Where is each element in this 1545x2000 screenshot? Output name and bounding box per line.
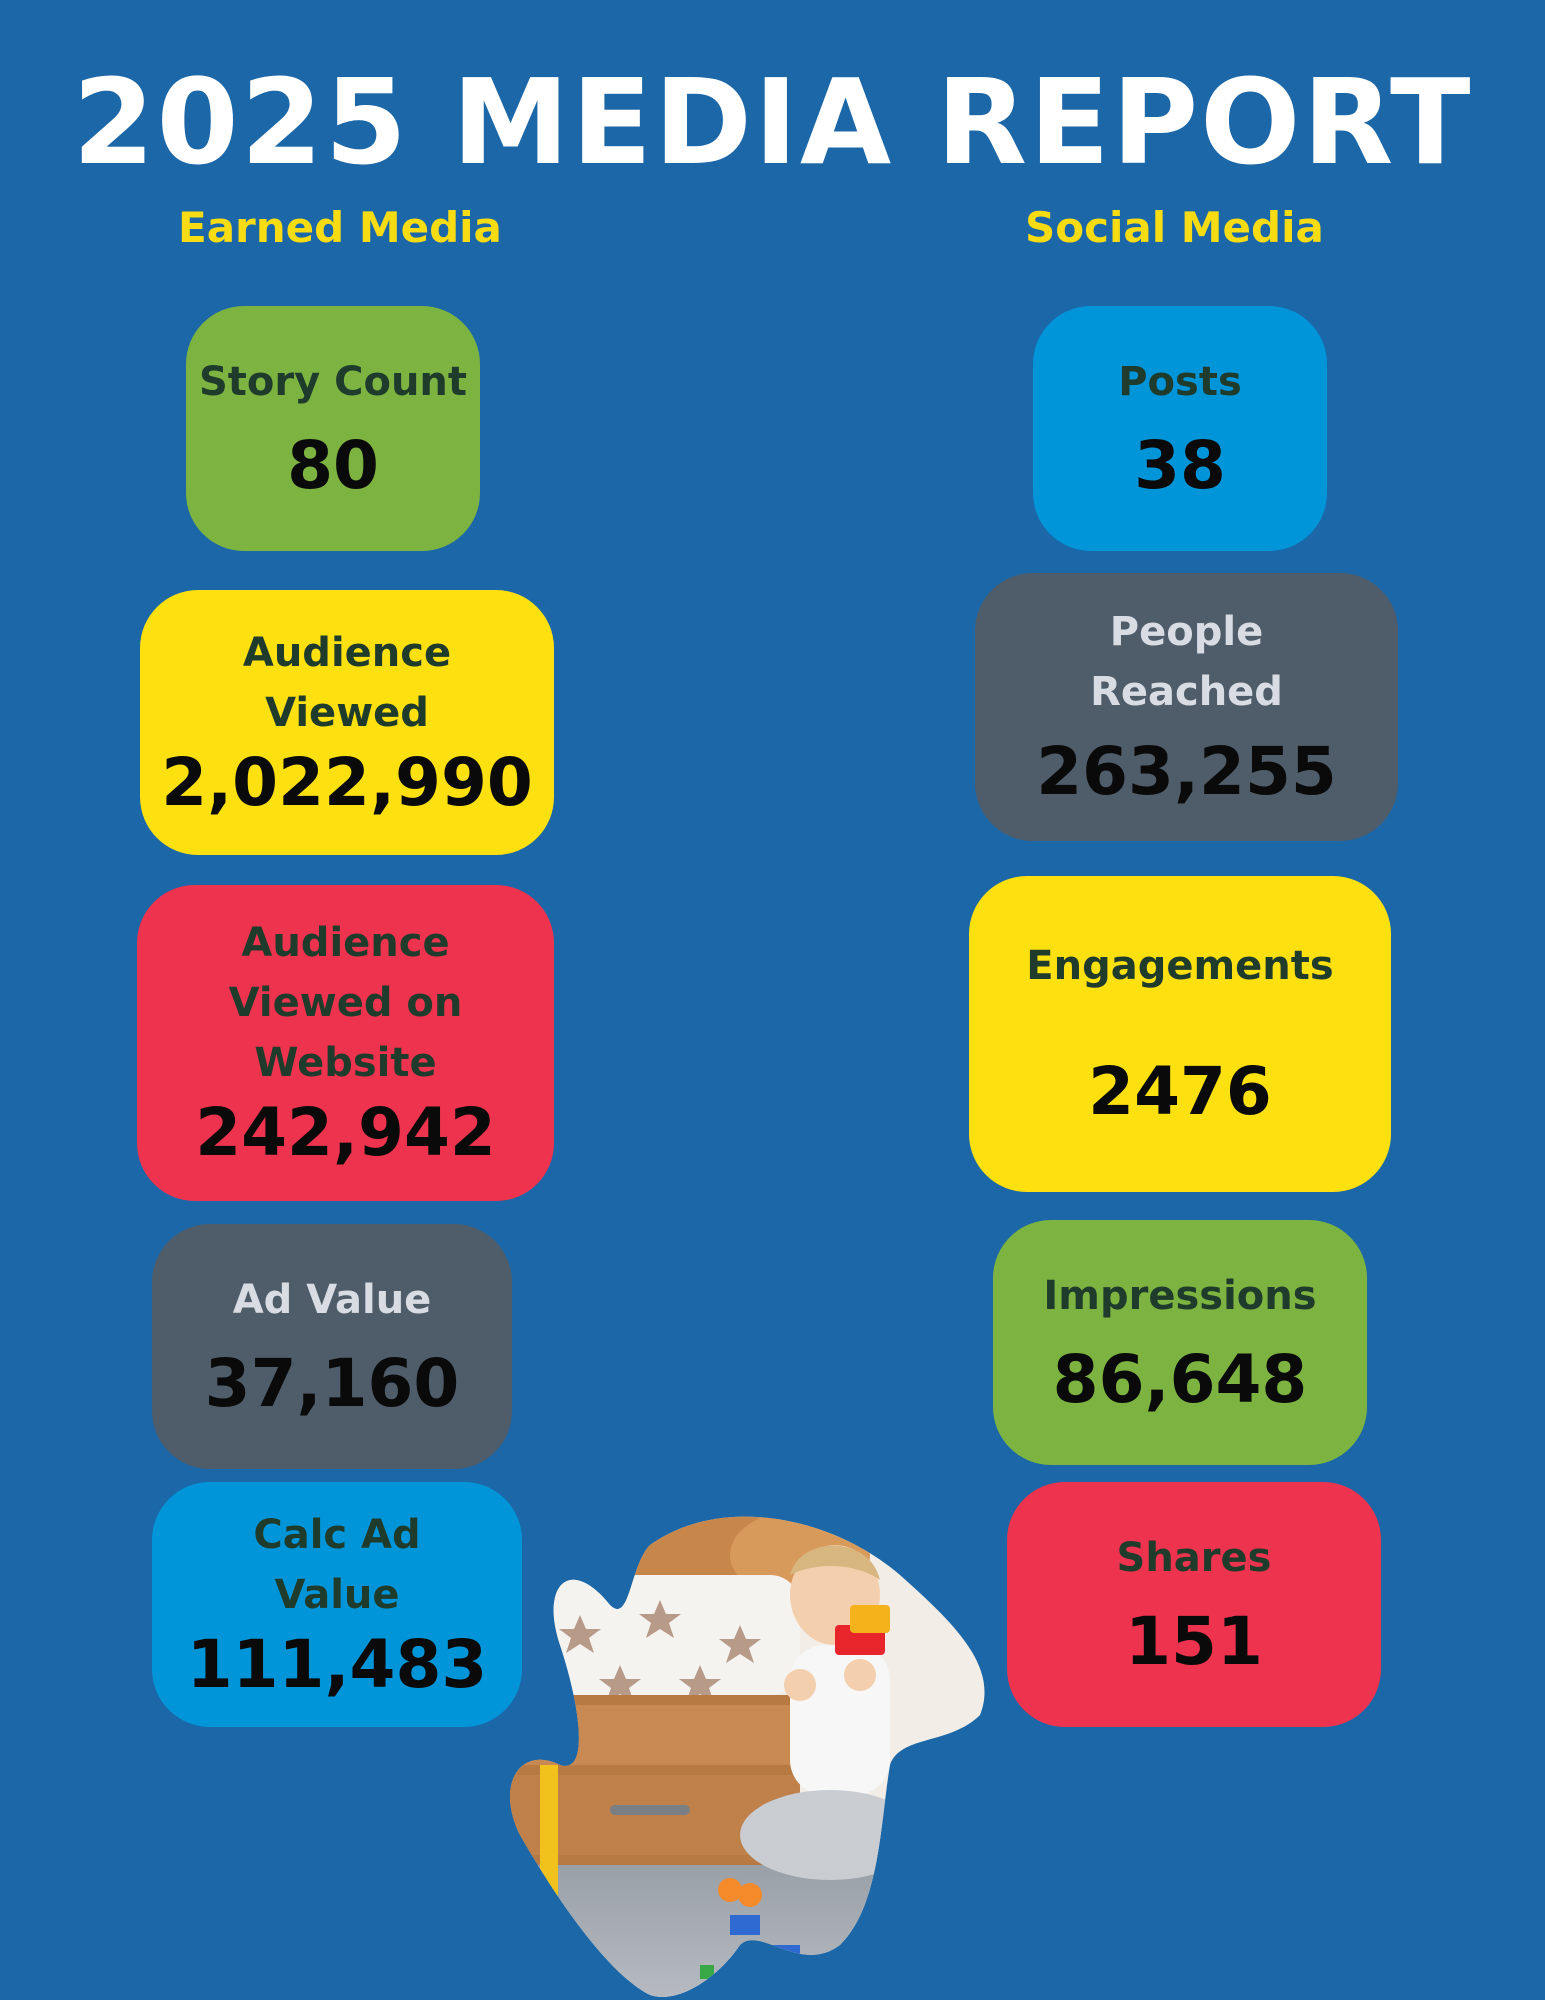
ad-value-card: Ad Value 37,160 [152,1224,512,1469]
story-count-value: 80 [287,426,379,504]
shares-label: Shares [1116,1534,1272,1581]
social-media-heading: Social Media [1025,203,1324,252]
ad-value-label: Ad Value [232,1276,432,1323]
shares-card: Shares 151 [1007,1482,1381,1727]
audience-website-card: Audience Viewed on Website 242,942 [137,885,554,1201]
posts-value: 38 [1134,426,1226,504]
people-reached-label-2: Reached [1090,669,1283,715]
posts-label: Posts [1118,358,1242,405]
child-playing-photo [509,1516,985,1997]
posts-card: Posts 38 [1033,306,1327,551]
calc-ad-value-label-1: Calc Ad [253,1511,421,1558]
audience-viewed-value: 2,022,990 [161,743,533,821]
audience-viewed-label-1: Audience [242,629,452,676]
audience-website-label-3: Website [254,1040,437,1086]
story-count-label: Story Count [198,358,468,405]
page-title: 2025 MEDIA REPORT [72,53,1473,191]
audience-website-label-1: Audience [241,920,450,966]
engagements-card: Engagements 2476 [969,876,1391,1192]
audience-website-label-2: Viewed on [228,980,463,1026]
shares-value: 151 [1125,1602,1263,1680]
calc-ad-value-label-2: Value [274,1571,400,1618]
engagements-label: Engagements [1026,943,1334,989]
audience-viewed-label-2: Viewed [265,689,429,736]
audience-viewed-card: Audience Viewed 2,022,990 [140,590,554,855]
calc-ad-value-value: 111,483 [186,1625,488,1703]
impressions-card: Impressions 86,648 [993,1220,1367,1465]
people-reached-card: People Reached 263,255 [975,573,1398,841]
earned-media-heading: Earned Media [178,203,502,252]
people-reached-value: 263,255 [1036,733,1337,810]
people-reached-label-1: People [1109,609,1264,655]
engagements-value: 2476 [1088,1053,1272,1130]
ad-value-value: 37,160 [204,1344,460,1422]
star-pattern [559,1600,761,1703]
impressions-value: 86,648 [1052,1340,1308,1418]
audience-website-value: 242,942 [195,1094,496,1171]
impressions-label: Impressions [1043,1272,1317,1319]
calc-ad-value-card: Calc Ad Value 111,483 [152,1482,522,1727]
story-count-card: Story Count 80 [186,306,480,551]
